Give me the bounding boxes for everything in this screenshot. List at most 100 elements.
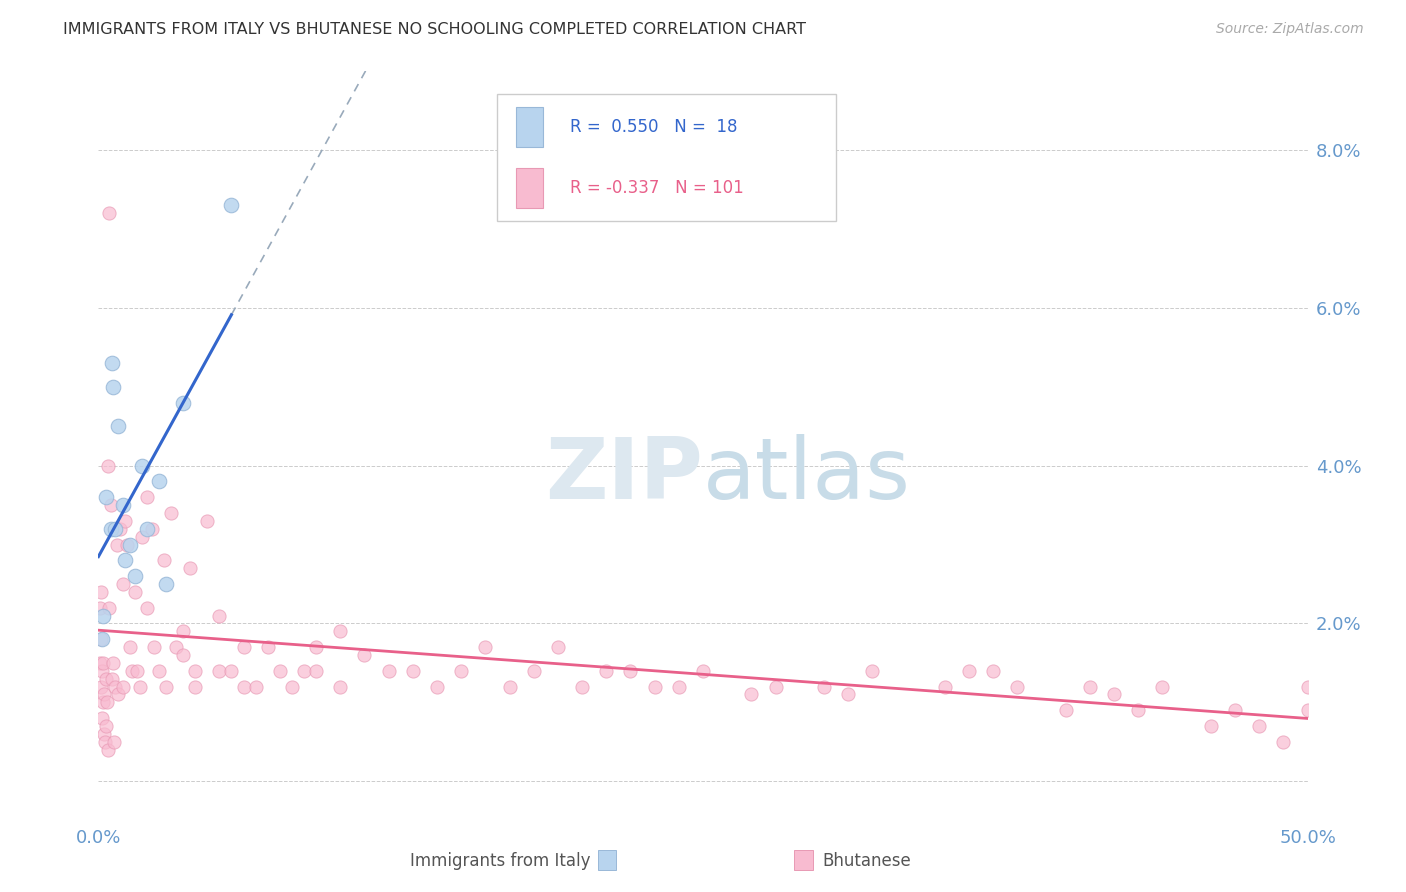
Point bbox=[1199, 719, 1222, 733]
Point bbox=[101, 656, 124, 670]
Text: Source: ZipAtlas.com: Source: ZipAtlas.com bbox=[1216, 22, 1364, 37]
Point bbox=[232, 640, 254, 654]
Point bbox=[128, 680, 150, 694]
Point bbox=[160, 506, 183, 520]
Text: R = -0.337   N = 101: R = -0.337 N = 101 bbox=[569, 179, 744, 197]
Point bbox=[523, 664, 546, 678]
Point bbox=[245, 680, 267, 694]
Point bbox=[208, 664, 231, 678]
Point bbox=[860, 664, 883, 678]
Point bbox=[111, 498, 134, 512]
Point bbox=[498, 680, 520, 694]
Point bbox=[305, 640, 328, 654]
Point bbox=[148, 664, 170, 678]
Point bbox=[329, 624, 352, 639]
Point bbox=[305, 664, 328, 678]
Point bbox=[96, 695, 118, 709]
Point bbox=[644, 680, 666, 694]
Point bbox=[89, 656, 111, 670]
Point bbox=[1272, 735, 1295, 749]
Point bbox=[981, 664, 1004, 678]
Point bbox=[143, 640, 166, 654]
Point bbox=[103, 735, 125, 749]
Point bbox=[1078, 680, 1101, 694]
Point bbox=[98, 206, 121, 220]
Point bbox=[1007, 680, 1029, 694]
Point bbox=[619, 664, 641, 678]
Point bbox=[117, 538, 139, 552]
Text: IMMIGRANTS FROM ITALY VS BHUTANESE NO SCHOOLING COMPLETED CORRELATION CHART: IMMIGRANTS FROM ITALY VS BHUTANESE NO SC… bbox=[63, 22, 806, 37]
Point bbox=[100, 356, 122, 370]
Point bbox=[269, 664, 291, 678]
Point bbox=[1102, 688, 1125, 702]
Text: Immigrants from Italy: Immigrants from Italy bbox=[411, 852, 591, 870]
Point bbox=[152, 553, 174, 567]
Point bbox=[91, 608, 114, 623]
Point bbox=[94, 490, 117, 504]
Point bbox=[91, 711, 114, 725]
Point bbox=[105, 538, 128, 552]
Text: atlas: atlas bbox=[703, 434, 911, 517]
Point bbox=[135, 522, 157, 536]
Point bbox=[127, 664, 149, 678]
Point bbox=[221, 198, 243, 212]
Bar bbox=[516, 168, 543, 209]
Text: Bhutanese: Bhutanese bbox=[823, 852, 911, 870]
Point bbox=[172, 395, 194, 409]
Bar bbox=[516, 106, 543, 147]
Point bbox=[595, 664, 617, 678]
Point bbox=[135, 490, 157, 504]
Point bbox=[114, 514, 136, 528]
Point bbox=[184, 664, 207, 678]
Point bbox=[90, 585, 112, 599]
Text: R =  0.550   N =  18: R = 0.550 N = 18 bbox=[569, 118, 738, 136]
Point bbox=[108, 522, 131, 536]
Point bbox=[131, 458, 153, 473]
Point bbox=[402, 664, 425, 678]
Point bbox=[172, 624, 194, 639]
Point bbox=[740, 688, 762, 702]
Point bbox=[474, 640, 496, 654]
Point bbox=[172, 648, 194, 662]
Point bbox=[195, 514, 218, 528]
Point bbox=[1296, 703, 1319, 717]
Point bbox=[232, 680, 254, 694]
Point bbox=[155, 680, 177, 694]
Point bbox=[426, 680, 449, 694]
Point bbox=[104, 522, 127, 536]
Point bbox=[118, 640, 141, 654]
Point bbox=[329, 680, 352, 694]
Point bbox=[1296, 680, 1319, 694]
Point bbox=[957, 664, 980, 678]
Point bbox=[124, 585, 146, 599]
Point bbox=[837, 688, 859, 702]
Point bbox=[692, 664, 714, 678]
Point bbox=[118, 538, 141, 552]
Point bbox=[256, 640, 278, 654]
Point bbox=[94, 735, 117, 749]
Point bbox=[353, 648, 375, 662]
Point bbox=[100, 498, 122, 512]
Point bbox=[141, 522, 163, 536]
Point bbox=[114, 553, 136, 567]
Point bbox=[101, 380, 124, 394]
Point bbox=[89, 600, 111, 615]
Point bbox=[813, 680, 835, 694]
Point bbox=[135, 600, 157, 615]
Point bbox=[292, 664, 315, 678]
Point bbox=[97, 600, 120, 615]
Point bbox=[165, 640, 187, 654]
Point bbox=[97, 458, 120, 473]
Point bbox=[547, 640, 569, 654]
Point bbox=[179, 561, 201, 575]
Point bbox=[450, 664, 472, 678]
Point bbox=[155, 577, 177, 591]
Point bbox=[148, 475, 170, 489]
FancyBboxPatch shape bbox=[498, 94, 837, 221]
Point bbox=[93, 727, 115, 741]
Point bbox=[1152, 680, 1174, 694]
Point bbox=[97, 742, 120, 756]
Point bbox=[94, 672, 117, 686]
Point bbox=[131, 530, 153, 544]
Point bbox=[124, 569, 146, 583]
